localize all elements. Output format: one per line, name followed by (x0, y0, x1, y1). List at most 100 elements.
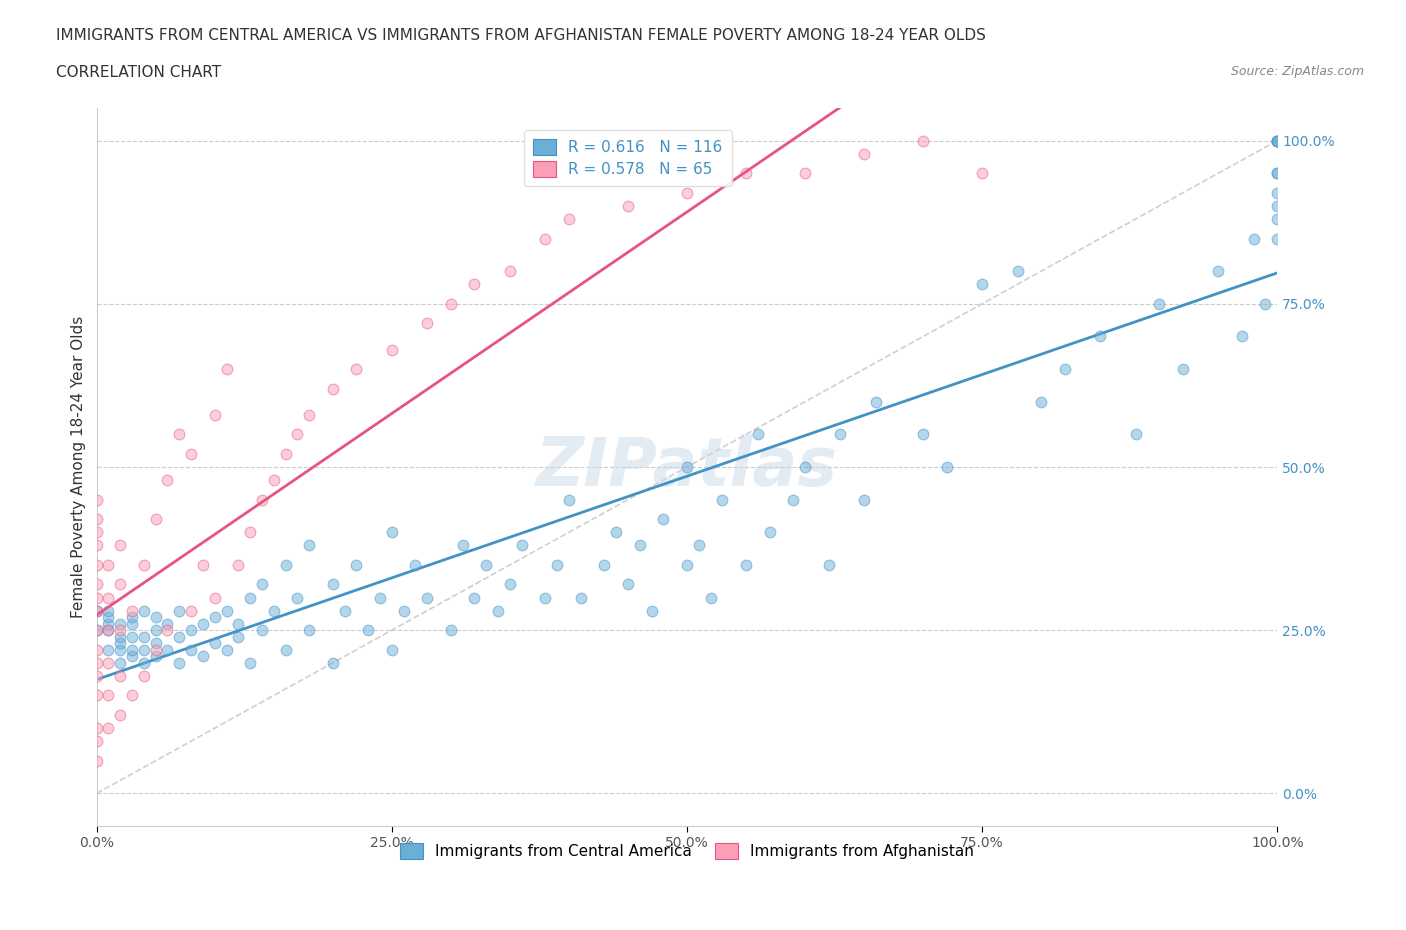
Point (440, 623, 463, 638)
Point (935, 459, 957, 474)
Point (1147, 297, 1170, 312)
Point (392, 604, 415, 618)
Point (735, 557, 758, 572)
Point (1243, 232, 1265, 246)
Point (1053, 362, 1076, 377)
Point (676, 459, 699, 474)
Point (558, 492, 581, 507)
Point (676, 185, 699, 200)
Point (274, 557, 297, 572)
Point (121, 649, 143, 664)
Point (333, 604, 356, 618)
Point (451, 538, 474, 552)
Point (344, 557, 367, 572)
Point (747, 427, 769, 442)
Point (110, 656, 132, 671)
Point (121, 630, 143, 644)
Point (180, 643, 202, 658)
Point (86, 656, 108, 671)
Point (1265, 133, 1288, 148)
Point (499, 577, 522, 591)
Point (86, 721, 108, 736)
Point (463, 591, 485, 605)
Point (381, 525, 404, 539)
Point (298, 538, 321, 552)
Point (145, 636, 167, 651)
Point (110, 538, 132, 552)
Point (912, 427, 935, 442)
Point (782, 492, 804, 507)
Point (853, 146, 876, 161)
Point (510, 538, 533, 552)
Point (817, 557, 839, 572)
Point (794, 166, 817, 180)
Point (145, 643, 167, 658)
Point (1265, 166, 1288, 180)
Point (617, 577, 640, 591)
Point (156, 472, 179, 487)
Point (274, 446, 297, 461)
Point (285, 427, 308, 442)
Point (1265, 133, 1288, 148)
Point (1265, 185, 1288, 200)
Text: IMMIGRANTS FROM CENTRAL AMERICA VS IMMIGRANTS FROM AFGHANISTAN FEMALE POVERTY AM: IMMIGRANTS FROM CENTRAL AMERICA VS IMMIG… (56, 28, 986, 43)
Point (699, 591, 721, 605)
Point (1265, 198, 1288, 213)
Point (110, 577, 132, 591)
Point (605, 525, 627, 539)
Point (1007, 264, 1029, 279)
Point (110, 669, 132, 684)
Point (1265, 211, 1288, 226)
Point (191, 649, 214, 664)
Point (86, 753, 108, 768)
Point (239, 525, 262, 539)
Point (110, 630, 132, 644)
Point (1254, 297, 1277, 312)
Point (97, 604, 120, 618)
Point (169, 427, 191, 442)
Point (215, 362, 238, 377)
Point (86, 688, 108, 703)
Point (215, 604, 238, 618)
Point (97, 617, 120, 631)
Point (97, 643, 120, 658)
Point (132, 630, 155, 644)
Point (688, 538, 710, 552)
Point (228, 617, 250, 631)
Legend: Immigrants from Central America, Immigrants from Afghanistan: Immigrants from Central America, Immigra… (391, 834, 983, 869)
Point (169, 630, 191, 644)
Point (865, 394, 887, 409)
Point (86, 577, 108, 591)
Point (156, 643, 179, 658)
Point (1230, 329, 1253, 344)
Point (86, 538, 108, 552)
Point (546, 557, 568, 572)
Point (298, 623, 321, 638)
Point (322, 656, 344, 671)
Point (86, 591, 108, 605)
Point (86, 604, 108, 618)
Point (250, 577, 273, 591)
Point (475, 557, 498, 572)
Point (180, 446, 202, 461)
Point (97, 557, 120, 572)
Point (1265, 232, 1288, 246)
Point (86, 492, 108, 507)
Point (145, 610, 167, 625)
Point (285, 591, 308, 605)
Point (628, 538, 651, 552)
Point (132, 669, 155, 684)
Point (110, 643, 132, 658)
Point (121, 643, 143, 658)
Point (676, 557, 699, 572)
Point (263, 472, 285, 487)
Point (86, 669, 108, 684)
Point (86, 623, 108, 638)
Point (239, 591, 262, 605)
Point (853, 492, 876, 507)
Point (1088, 329, 1111, 344)
Point (440, 297, 463, 312)
Point (110, 708, 132, 723)
Point (344, 362, 367, 377)
Point (97, 591, 120, 605)
